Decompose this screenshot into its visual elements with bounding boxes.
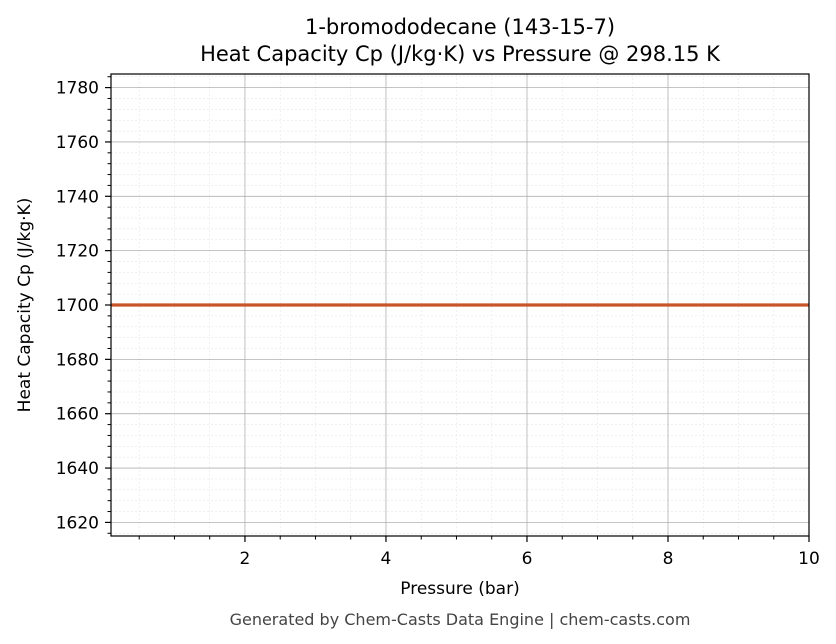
y-axis-label: Heat Capacity Cp (J/kg·K) [15,198,35,413]
x-axis-label: Pressure (bar) [400,579,519,599]
y-tick-label: 1640 [56,459,99,479]
major-grid [111,74,810,536]
y-tick-label: 1700 [56,296,99,316]
y-tick-label: 1620 [56,513,99,533]
x-tick-label: 10 [798,549,820,569]
y-tick-label: 1740 [56,187,99,207]
y-tick-label: 1660 [56,405,99,425]
y-axis-ticks: 1620 1640 1660 1680 1700 1720 1740 1760 1780 [56,76,111,534]
y-tick-label: 1760 [56,133,99,153]
y-tick-label: 1720 [56,242,99,262]
y-tick-label: 1680 [56,350,99,370]
chart-title: 1-bromododecane (143-15-7) [305,15,615,39]
minor-grid [111,74,809,536]
x-axis-ticks: 2 4 6 8 10 [138,536,820,569]
x-tick-label: 8 [663,549,674,569]
x-tick-label: 6 [522,549,533,569]
x-tick-label: 4 [381,549,392,569]
y-tick-label: 1780 [56,79,99,99]
footer-credit: Generated by Chem-Casts Data Engine | ch… [230,610,691,629]
chart-subtitle: Heat Capacity Cp (J/kg·K) vs Pressure @ … [200,42,721,66]
x-tick-label: 2 [240,549,251,569]
